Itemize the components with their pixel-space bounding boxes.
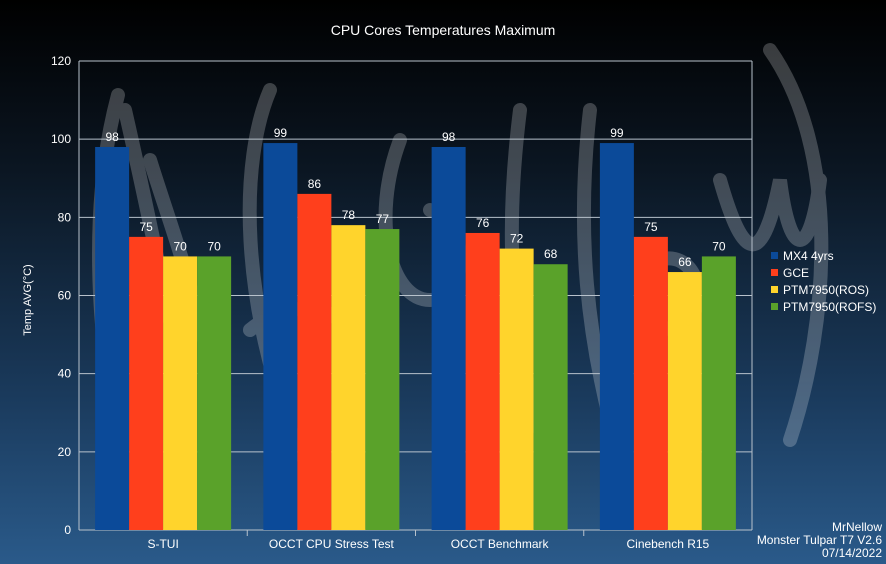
data-label: 70 [173, 239, 187, 253]
bar-gce [633, 236, 668, 530]
bar-ptm7950-rofs- [533, 264, 568, 530]
legend: MX4 4yrs GCE PTM7950(ROS) PTM7950(ROFS) [771, 249, 876, 314]
bar-ptm7950-rofs- [365, 229, 400, 530]
data-label: 66 [678, 255, 692, 269]
legend-swatch [771, 252, 778, 259]
data-label: 77 [376, 212, 390, 226]
bar-gce [129, 236, 164, 530]
bar-gce [465, 232, 500, 530]
bar-ptm7950-rofs- [701, 256, 736, 530]
footer-device: Monster Tulpar T7 V2.6 [757, 533, 883, 547]
legend-swatch [771, 303, 778, 310]
data-label: 75 [644, 220, 658, 234]
bar-gce [297, 193, 332, 530]
bar-mx4-4yrs [599, 143, 634, 530]
bar-ptm7950-ros- [667, 272, 702, 530]
y-tick-label: 100 [51, 132, 71, 146]
data-label: 76 [476, 216, 490, 230]
data-label: 70 [207, 239, 221, 253]
legend-label: PTM7950(ROS) [783, 283, 869, 297]
y-axis-label: Temp AVG(°C) [22, 264, 34, 335]
bar-ptm7950-rofs- [197, 256, 232, 530]
data-label: 68 [544, 247, 558, 261]
legend-swatch [771, 286, 778, 293]
y-tick-label: 40 [58, 367, 72, 381]
data-label: 72 [510, 232, 524, 246]
x-tick-label: Cinebench R15 [627, 537, 710, 551]
footer-date: 07/14/2022 [822, 546, 882, 560]
y-tick-label: 20 [58, 445, 72, 459]
bar-mx4-4yrs [431, 146, 466, 530]
data-label: 98 [442, 130, 456, 144]
x-tick-label: OCCT CPU Stress Test [269, 537, 395, 551]
bar-ptm7950-ros- [163, 256, 198, 530]
bar-ptm7950-ros- [499, 248, 534, 530]
x-tick-label: OCCT Benchmark [451, 537, 550, 551]
y-tick-label: 60 [58, 289, 72, 303]
legend-swatch [771, 269, 778, 276]
data-label: 70 [712, 239, 726, 253]
plot-area: 0 20 40 60 80 100 120 98 75 70 70 S-TUI 99 86 78 77 OCCT… [51, 54, 753, 551]
legend-label: MX4 4yrs [783, 249, 834, 263]
x-tick-label: S-TUI [147, 537, 178, 551]
data-label: 86 [308, 177, 322, 191]
footer-author: MrNellow [832, 520, 882, 534]
legend-label: PTM7950(ROFS) [783, 300, 876, 314]
footer-credits: MrNellow Monster Tulpar T7 V2.6 07/14/20… [757, 520, 883, 560]
y-tick-label: 0 [64, 523, 71, 537]
bar-mx4-4yrs [95, 146, 130, 530]
bar-mx4-4yrs [263, 143, 298, 530]
y-tick-label: 120 [51, 54, 71, 68]
data-label: 98 [105, 130, 119, 144]
legend-label: GCE [783, 266, 809, 280]
data-label: 75 [139, 220, 153, 234]
bar-ptm7950-ros- [331, 225, 366, 530]
data-label: 78 [342, 208, 356, 222]
data-label: 99 [610, 126, 624, 140]
data-label: 99 [274, 126, 288, 140]
chart-title: CPU Cores Temperatures Maximum [331, 22, 556, 38]
y-tick-label: 80 [58, 210, 72, 224]
